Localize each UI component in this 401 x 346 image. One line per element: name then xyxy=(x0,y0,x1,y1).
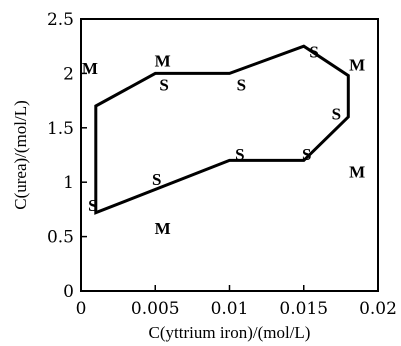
region-label-s: S xyxy=(88,196,97,215)
region-label-s: S xyxy=(235,145,244,164)
region-label-s: S xyxy=(302,145,311,164)
axis-ticks xyxy=(80,18,379,292)
tick-labels: 0 0.005 0.01 0.015 0.02 0 0.5 1 1.5 2 2.5 xyxy=(47,10,397,319)
region-label-m: M xyxy=(155,219,171,238)
y-tick-label: 0 xyxy=(63,282,74,302)
region-label-m: M xyxy=(349,162,365,181)
plot-frame xyxy=(80,18,379,292)
x-axis-title: C(yttrium iron)/(mol/L) xyxy=(149,323,311,342)
x-tick-label: 0.01 xyxy=(211,299,249,319)
y-tick-label: 1.5 xyxy=(47,119,74,139)
x-tick-label: 0.02 xyxy=(359,299,397,319)
region-label-s: S xyxy=(237,75,246,94)
y-axis-title: C(urea)/(mol/L) xyxy=(11,100,30,210)
y-tick-label: 2.5 xyxy=(47,10,74,30)
region-label-s: S xyxy=(332,105,341,124)
y-tick-label: 0.5 xyxy=(47,228,74,248)
region-label-s: S xyxy=(159,75,168,94)
y-tick-label: 1 xyxy=(63,173,74,193)
x-tick-label: 0 xyxy=(76,299,87,319)
x-tick-label: 0.005 xyxy=(131,299,180,319)
x-tick-label: 0.015 xyxy=(279,299,328,319)
region-label-m: M xyxy=(82,59,98,78)
region-label-m: M xyxy=(349,56,365,75)
region-label-m: M xyxy=(155,51,171,70)
y-tick-label: 2 xyxy=(63,64,74,84)
region-boundary xyxy=(94,44,350,215)
region-label-s: S xyxy=(309,43,318,62)
region-label-s: S xyxy=(152,170,161,189)
